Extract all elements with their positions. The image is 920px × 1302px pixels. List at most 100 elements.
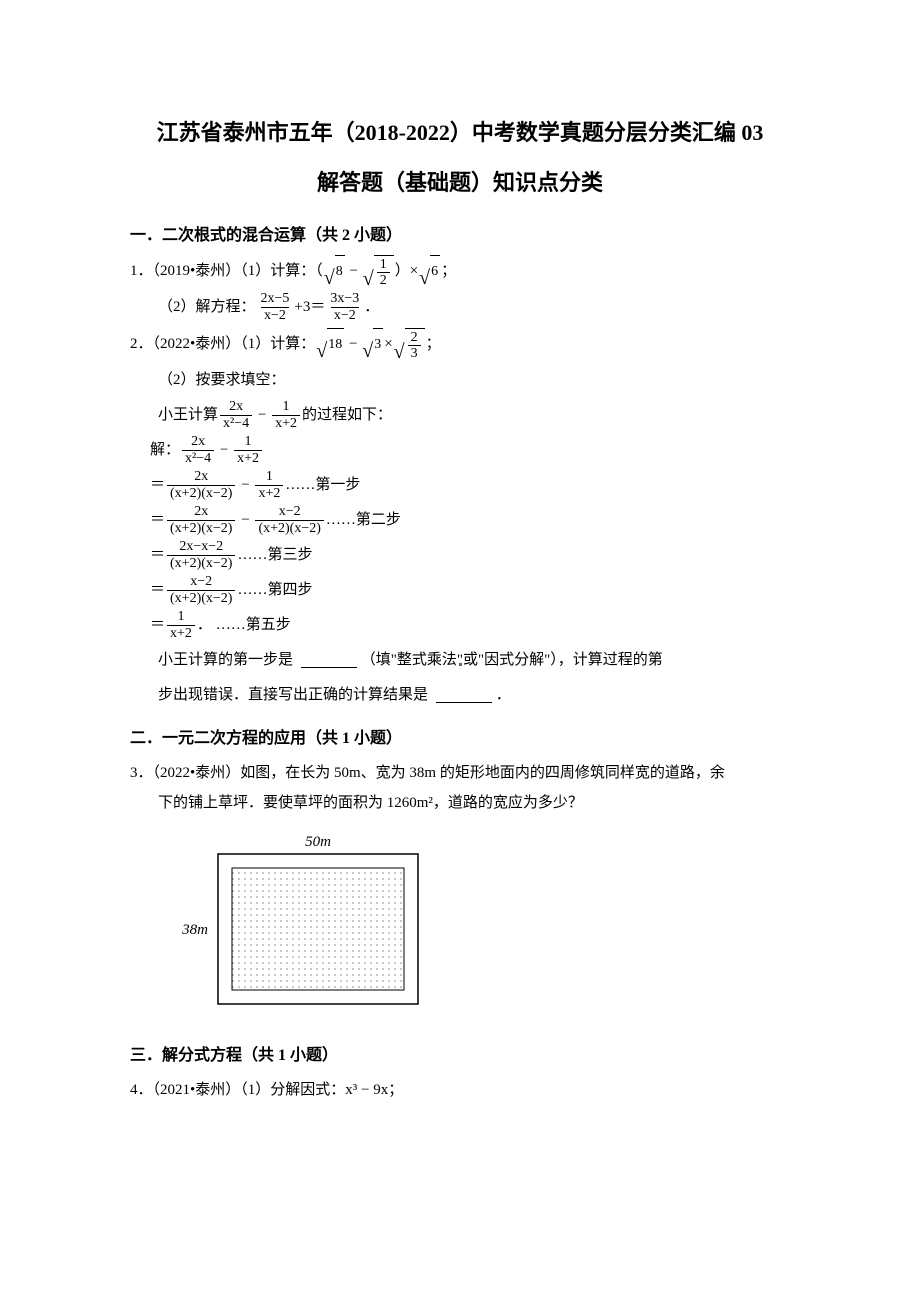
- num: 1: [280, 399, 293, 414]
- den: (x+2)(x−2): [167, 590, 235, 606]
- minus: −: [216, 434, 232, 467]
- radical-icon: √: [316, 328, 327, 361]
- period: ．: [364, 291, 379, 324]
- p1-sub2-label: （2）解方程：: [158, 291, 256, 324]
- problem-3: 3．（2022•泰州）如图，在长为 50m、宽为 38m 的矩形地面内的四周修筑…: [130, 758, 790, 1029]
- semi: ；: [426, 328, 441, 361]
- problem-2: 2．（2022•泰州）（1）计算： √ 18 − √ 3 × √ 2 3: [130, 328, 790, 712]
- radicand-8: 8: [335, 255, 345, 288]
- step-tag: ……第五步: [212, 609, 291, 642]
- den: x+2: [167, 625, 195, 641]
- radical-icon: √: [362, 328, 373, 361]
- problem-3-figure: 50m 38m: [170, 828, 790, 1029]
- frac-s1-2: 1 x+2: [255, 469, 283, 501]
- step-3: ＝ 2x−x−2 (x+2)(x−2) ……第三步: [130, 539, 790, 572]
- eq: ＝: [150, 539, 165, 572]
- frac-s1-1: 2x (x+2)(x−2): [167, 469, 235, 501]
- num: 1: [242, 434, 255, 449]
- eq: ＝: [150, 504, 165, 537]
- minus: −: [346, 255, 362, 288]
- step-4: ＝ x−2 (x+2)(x−2) ……第四步: [130, 574, 790, 607]
- svg-text:50m: 50m: [305, 834, 331, 850]
- frac-xw2: 1 x+2: [272, 399, 300, 431]
- intro-a: 小王计算: [158, 399, 218, 432]
- den: x+2: [255, 485, 283, 501]
- problem-2-part-1: 2．（2022•泰州）（1）计算： √ 18 − √ 3 × √ 2 3: [130, 328, 790, 362]
- den: (x+2)(x−2): [167, 485, 235, 501]
- solution-label-line: 解： 2x x²−4 − 1 x+2: [130, 434, 790, 467]
- den: x²−4: [220, 415, 252, 431]
- sol-label: 解：: [150, 434, 180, 467]
- den: x²−4: [182, 450, 214, 466]
- radical-icon: √: [363, 255, 374, 289]
- step-1: ＝ 2x (x+2)(x−2) − 1 x+2 ……第一步: [130, 469, 790, 502]
- num: 2x−5: [258, 291, 293, 306]
- sqrt-8: √ 8: [324, 255, 345, 288]
- den: (x+2)(x−2): [255, 520, 323, 536]
- num: 2: [408, 330, 421, 345]
- xiaowang-intro: 小王计算 2x x²−4 − 1 x+2 的过程如下：: [130, 399, 790, 432]
- center-mark-icon: [459, 663, 462, 666]
- svg-text:38m: 38m: [181, 922, 208, 938]
- frac-1: 2x−5 x−2: [258, 291, 293, 323]
- section-3-heading: 三．解分式方程（共 1 小题）: [130, 1041, 790, 1065]
- step-tag: ……第三步: [237, 539, 312, 572]
- period: ．: [197, 609, 212, 642]
- blank-2[interactable]: [436, 688, 492, 703]
- p2-prefix: 2．（2022•泰州）（1）计算：: [130, 328, 315, 361]
- frac-2: 3x−3 x−2: [327, 291, 362, 323]
- sqrt-half: √ 1 2: [363, 255, 394, 289]
- step-5: ＝ 1 x+2 ． ……第五步: [130, 609, 790, 642]
- num: x−2: [187, 574, 215, 589]
- frac-two-thirds: 2 3: [408, 330, 421, 362]
- blank-1[interactable]: [301, 653, 357, 668]
- q-c: 步出现错误．直接写出正确的计算结果是: [158, 679, 432, 712]
- num: 1: [174, 609, 187, 624]
- step-tag: ……第一步: [285, 469, 360, 502]
- step-2: ＝ 2x (x+2)(x−2) − x−2 (x+2)(x−2) ……第二步: [130, 504, 790, 537]
- eq: ＝: [150, 469, 165, 502]
- den: 3: [408, 345, 421, 361]
- p3-text-b: 下的铺上草坪．要使草坪的面积为 1260m²，道路的宽应为多少？: [130, 788, 790, 818]
- den: 2: [377, 272, 390, 288]
- den: x−2: [261, 307, 289, 323]
- sqrt-two-thirds: √ 2 3: [394, 328, 425, 362]
- frac-s4: x−2 (x+2)(x−2): [167, 574, 235, 606]
- p4-text: 4．（2021•泰州）（1）分解因式：x³ − 9x；: [130, 1075, 790, 1105]
- problem-1-part-2: （2）解方程： 2x−5 x−2 +3＝ 3x−3 x−2 ．: [130, 291, 790, 324]
- eq: ＝: [150, 574, 165, 607]
- den: x+2: [272, 415, 300, 431]
- den: (x+2)(x−2): [167, 520, 235, 536]
- eq: ＝: [150, 609, 165, 642]
- num: 3x−3: [327, 291, 362, 306]
- frac-s5: 1 x+2: [167, 609, 195, 641]
- step-tag: ……第二步: [326, 504, 401, 537]
- radical-icon: √: [419, 255, 430, 288]
- question-line-2: 步出现错误．直接写出正确的计算结果是 ．: [130, 679, 790, 712]
- minus: −: [237, 469, 253, 502]
- num: 2x: [226, 399, 246, 414]
- radicand-6: 6: [430, 255, 440, 288]
- q-a: 小王计算的第一步是: [158, 644, 297, 677]
- den: (x+2)(x−2): [167, 555, 235, 571]
- num: 1: [377, 257, 390, 272]
- step-tag: ……第四步: [237, 574, 312, 607]
- radicand-18: 18: [327, 328, 344, 361]
- title-line-2: 解答题（基础题）知识点分类: [130, 165, 790, 197]
- question-line-1: 小王计算的第一步是 （填"整式乘法"或"因式分解"），计算过程的第: [130, 644, 790, 677]
- sub2-text: （2）按要求填空：: [158, 364, 286, 397]
- problem-4: 4．（2021•泰州）（1）分解因式：x³ − 9x；: [130, 1075, 790, 1105]
- frac-sol-1: 2x x²−4: [182, 434, 214, 466]
- intro-b: 的过程如下：: [302, 399, 392, 432]
- radicand-two-thirds: 2 3: [405, 328, 425, 362]
- frac-xw1: 2x x²−4: [220, 399, 252, 431]
- times: ×: [384, 328, 392, 361]
- frac-s2-1: 2x (x+2)(x−2): [167, 504, 235, 536]
- frac-s3: 2x−x−2 (x+2)(x−2): [167, 539, 235, 571]
- problem-2-part-2-label: （2）按要求填空：: [130, 364, 790, 397]
- problem-1: 1．（2019•泰州）（1）计算：（ √ 8 − √ 1 2 ）× √ 6: [130, 255, 790, 324]
- num: 2x−x−2: [176, 539, 226, 554]
- sqrt-6: √ 6: [419, 255, 440, 288]
- p3-text-a: 3．（2022•泰州）如图，在长为 50m、宽为 38m 的矩形地面内的四周修筑…: [130, 758, 790, 788]
- sqrt-3: √ 3: [362, 328, 383, 361]
